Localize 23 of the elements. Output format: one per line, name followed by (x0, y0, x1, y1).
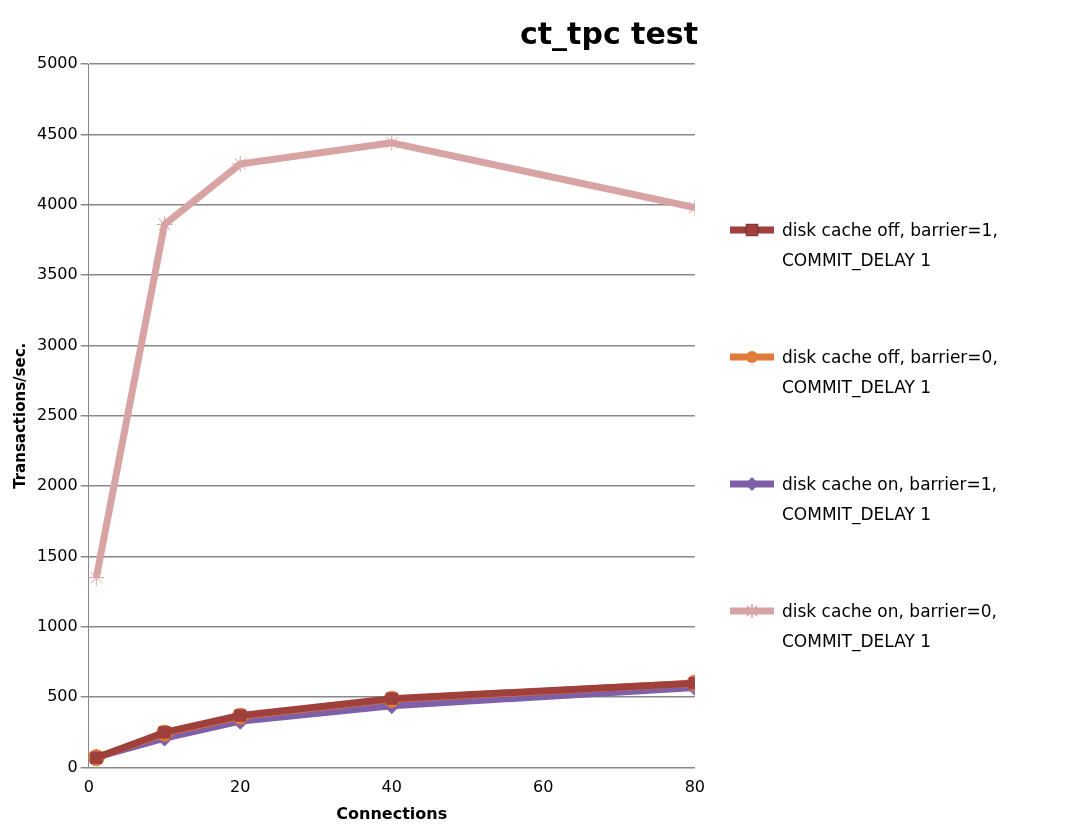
y-tick-label: 4500 (37, 123, 78, 143)
y-tick-label: 2000 (37, 475, 78, 495)
x-tick-label: 40 (381, 777, 402, 797)
y-tick-label: 1000 (37, 616, 78, 636)
y-tick-label: 3000 (37, 334, 78, 354)
y-tick-label: 0 (67, 756, 78, 776)
x-tick-label: 0 (83, 777, 94, 797)
legend-label: disk cache off, barrier=0, COMMIT_DELAY 1 (782, 346, 999, 400)
y-tick-label: 4000 (37, 193, 78, 213)
y-tick-label: 2500 (37, 404, 78, 424)
x-tick-label: 60 (533, 777, 554, 797)
y-tick-label: 3500 (37, 264, 78, 284)
legend-label: disk cache on, barrier=1, COMMIT_DELAY 1 (782, 473, 998, 527)
y-tick-label: 500 (47, 686, 78, 706)
legend-label: disk cache off, barrier=1, COMMIT_DELAY 1 (782, 219, 999, 273)
legend-label: disk cache on, barrier=0, COMMIT_DELAY 1 (782, 600, 998, 654)
y-tick-label: 5000 (37, 53, 78, 73)
y-tick-label: 1500 (37, 545, 78, 565)
y-axis-title: Transactions/sec. (10, 342, 29, 489)
x-tick-label: 20 (230, 777, 251, 797)
x-axis-title: Connections (336, 803, 448, 823)
chart-title: ct_tpc test (519, 15, 698, 51)
x-tick-label: 80 (684, 777, 705, 797)
